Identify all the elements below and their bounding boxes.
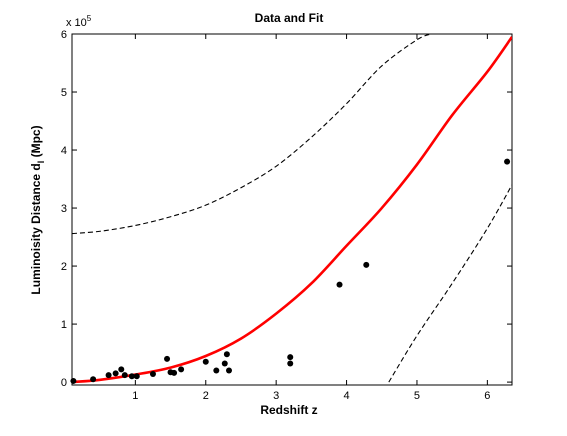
exponent-power: 5 <box>87 14 92 23</box>
data-point <box>70 377 77 384</box>
y-tick-label: 0 <box>61 377 67 389</box>
data-point <box>202 358 209 365</box>
data-point <box>221 360 228 367</box>
data-point <box>133 373 140 380</box>
y-tick-labels: 0 1 2 3 4 5 6 <box>61 29 67 389</box>
chart-title: Data and Fit <box>255 11 324 25</box>
x-tick-label: 3 <box>273 390 279 402</box>
y-tick-label: 6 <box>61 29 67 41</box>
data-point <box>223 351 230 358</box>
data-point <box>118 366 125 373</box>
y-axis-label: Luminoisity Distance dl (Mpc) <box>29 125 46 294</box>
data-point <box>225 367 232 374</box>
x-tick-label: 2 <box>203 390 209 402</box>
data-point <box>164 355 171 362</box>
y-tick-label: 4 <box>61 145 67 157</box>
data-point <box>112 370 119 377</box>
y-axis-label-main: Luminoisity Distance d <box>29 163 43 294</box>
y-tick-label: 2 <box>61 261 67 273</box>
data-point <box>149 370 156 377</box>
x-tick-label: 1 <box>132 390 138 402</box>
exponent-label: x 105 <box>66 14 92 29</box>
y-axis-label-unit: (Mpc) <box>29 125 43 160</box>
data-point <box>336 281 343 288</box>
y-tick-label: 1 <box>61 319 67 331</box>
data-point <box>90 376 97 383</box>
x-tick-label: 5 <box>414 390 420 402</box>
y-tick-label: 5 <box>61 87 67 99</box>
plot-area <box>70 33 513 386</box>
data-point <box>178 366 185 373</box>
data-point <box>287 354 294 361</box>
axes-box <box>71 33 513 386</box>
x-tick-labels: 1 2 3 4 5 6 <box>132 390 490 402</box>
x-tick-label: 4 <box>343 390 349 402</box>
data-point <box>363 261 370 268</box>
exponent-base: x 10 <box>66 17 87 29</box>
x-axis-label: Redshift z <box>260 403 317 417</box>
points-layer <box>70 158 511 384</box>
y-axis-label-sub: l <box>36 161 46 164</box>
upper-bound-line <box>72 34 432 235</box>
data-point <box>128 373 135 380</box>
data-point <box>171 369 178 376</box>
data-point <box>504 158 511 165</box>
data-point <box>121 372 128 379</box>
y-tick-label: 3 <box>61 203 67 215</box>
data-point <box>105 372 112 379</box>
data-point <box>213 367 220 374</box>
data-point <box>287 360 294 367</box>
x-tick-label: 6 <box>484 390 490 402</box>
